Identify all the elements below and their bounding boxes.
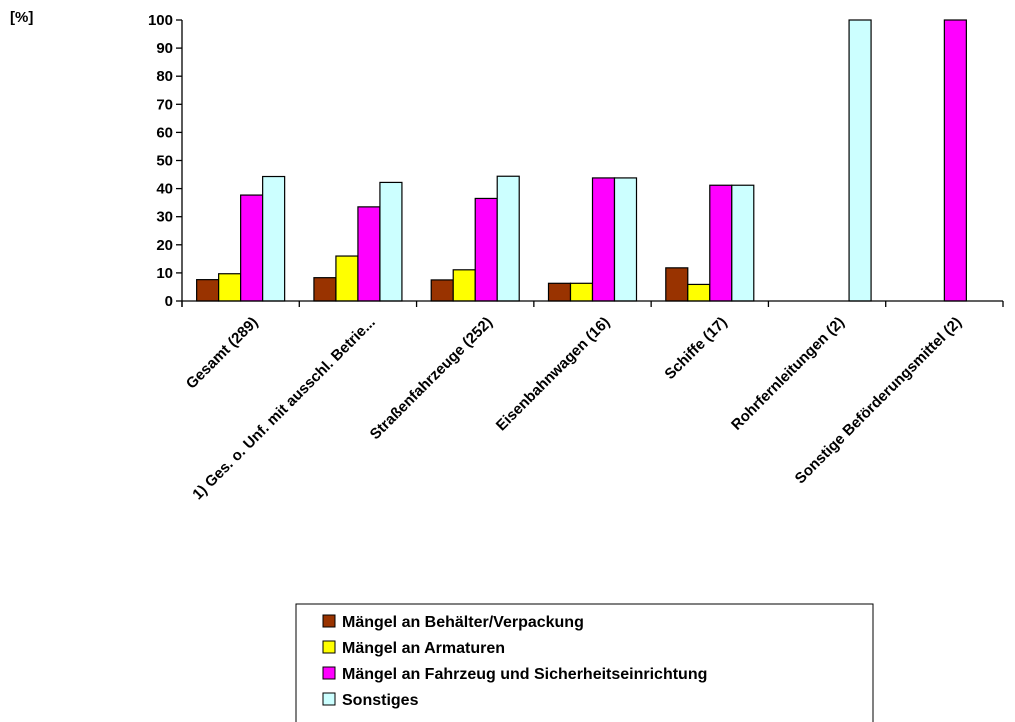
legend-box: [295, 603, 874, 722]
legend-label: Mängel an Fahrzeug und Sicherheitseinric…: [342, 666, 707, 683]
bar-s2-c1: [357, 206, 381, 302]
bar-s2-c0: [240, 194, 264, 302]
bar-s3-c3: [613, 177, 638, 302]
legend-swatch: [322, 614, 336, 628]
legend-label: Mängel an Armaturen: [342, 640, 505, 657]
bar-s2-c4: [709, 184, 733, 302]
legend-swatch: [322, 640, 336, 654]
y-tick-label: 100: [148, 12, 173, 29]
x-tick-label: Rohrfernleitungen (2): [728, 314, 848, 434]
x-tick-label: Straßenfahrzeuge (252): [367, 314, 496, 443]
bar-s0-c4: [665, 267, 689, 302]
y-tick-label: 90: [156, 40, 173, 57]
bar-s3-c4: [731, 184, 755, 302]
bar-s2-c2: [474, 197, 498, 302]
legend-label: Sonstiges: [342, 692, 419, 709]
y-tick-label: 10: [156, 265, 173, 282]
bars-group: [196, 19, 967, 302]
bar-s0-c2: [430, 279, 454, 302]
bar-s1-c4: [687, 283, 711, 302]
bar-s2-c6: [943, 19, 967, 302]
bar-s0-c0: [196, 279, 220, 302]
bar-s1-c1: [335, 255, 359, 302]
y-tick-label: 0: [165, 293, 173, 310]
bar-s1-c3: [569, 282, 594, 302]
bar-s2-c3: [591, 177, 616, 302]
y-tick-label: 20: [156, 237, 173, 254]
bar-s3-c0: [262, 175, 286, 302]
x-tick-label: Gesamt (289): [183, 314, 262, 393]
y-tick-label: 80: [156, 68, 173, 85]
x-tick-label: 1) Ges. o. Unf. mit ausschl. Betrie...: [189, 314, 378, 503]
legend: Mängel an Behälter/Verpackung Mängel an A…: [295, 603, 874, 722]
y-tick-label: 40: [156, 181, 173, 198]
y-tick-label: 50: [156, 153, 173, 170]
y-tick-label: 70: [156, 96, 173, 113]
bar-s3-c2: [496, 175, 520, 302]
x-tick-label: Eisenbahnwagen (16): [493, 314, 613, 434]
legend-swatch: [322, 666, 336, 680]
bar-s3-c1: [379, 181, 403, 302]
bar-s1-c0: [218, 273, 242, 302]
y-tick-label: 30: [156, 209, 173, 226]
bar-s3-c5: [848, 19, 872, 302]
bar-s0-c1: [313, 277, 337, 302]
y-axis-label: [%]: [10, 9, 33, 26]
bar-s1-c2: [452, 269, 476, 302]
legend-swatch: [322, 692, 336, 706]
legend-label: Mängel an Behälter/Verpackung: [342, 614, 584, 631]
bar-s0-c3: [547, 282, 572, 302]
y-tick-label: 60: [156, 124, 173, 141]
x-tick-label: Schiffe (17): [661, 314, 730, 383]
